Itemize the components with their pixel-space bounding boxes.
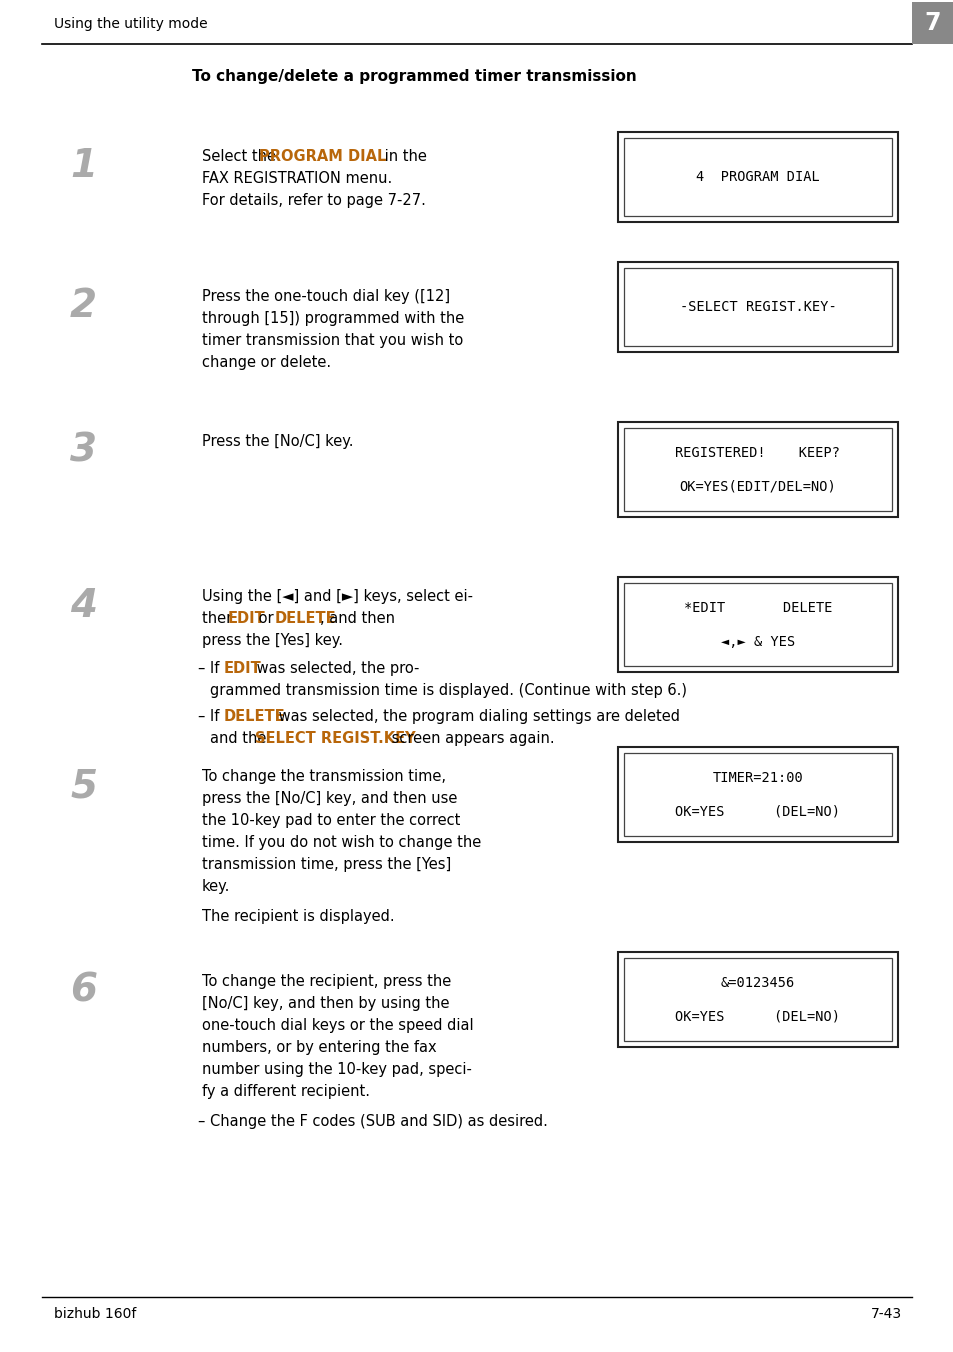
- Text: one-touch dial keys or the speed dial: one-touch dial keys or the speed dial: [202, 1018, 473, 1033]
- Text: TIMER=21:00: TIMER=21:00: [712, 772, 802, 786]
- Bar: [623, 268, 891, 346]
- Text: grammed transmission time is displayed. (Continue with step 6.): grammed transmission time is displayed. …: [210, 683, 686, 698]
- Text: 3: 3: [70, 433, 97, 470]
- Text: Select the: Select the: [202, 149, 280, 164]
- Text: -SELECT REGIST.KEY-: -SELECT REGIST.KEY-: [679, 300, 836, 314]
- Bar: [911, 1, 953, 45]
- Text: &=0123456: &=0123456: [720, 976, 794, 991]
- Text: and the: and the: [210, 731, 271, 746]
- Text: numbers, or by entering the fax: numbers, or by entering the fax: [202, 1040, 436, 1055]
- Bar: [618, 952, 897, 1046]
- Text: EDIT: EDIT: [228, 611, 266, 626]
- Bar: [623, 753, 891, 836]
- Text: timer transmission that you wish to: timer transmission that you wish to: [202, 333, 463, 347]
- Text: 6: 6: [70, 972, 97, 1010]
- Text: screen appears again.: screen appears again.: [387, 731, 554, 746]
- Text: number using the 10-key pad, speci-: number using the 10-key pad, speci-: [202, 1063, 472, 1078]
- Text: To change/delete a programmed timer transmission: To change/delete a programmed timer tran…: [192, 69, 636, 84]
- Text: 4  PROGRAM DIAL: 4 PROGRAM DIAL: [696, 170, 819, 184]
- Text: If: If: [210, 661, 224, 676]
- Bar: [623, 959, 891, 1041]
- Text: 5: 5: [70, 767, 97, 804]
- Text: through [15]) programmed with the: through [15]) programmed with the: [202, 311, 464, 326]
- Text: FAX REGISTRATION menu.: FAX REGISTRATION menu.: [202, 170, 392, 187]
- Text: REGISTERED!    KEEP?: REGISTERED! KEEP?: [675, 446, 840, 460]
- Bar: [618, 577, 897, 672]
- Text: 2: 2: [70, 287, 97, 324]
- Text: –: –: [196, 708, 204, 725]
- Text: The recipient is displayed.: The recipient is displayed.: [202, 909, 395, 923]
- Text: –: –: [196, 661, 204, 676]
- Bar: [618, 422, 897, 516]
- Text: 4: 4: [70, 587, 97, 625]
- Bar: [623, 138, 891, 216]
- Text: Using the utility mode: Using the utility mode: [54, 18, 208, 31]
- Text: change or delete.: change or delete.: [202, 356, 331, 370]
- Text: OK=YES      (DEL=NO): OK=YES (DEL=NO): [675, 804, 840, 818]
- Text: was selected, the program dialing settings are deleted: was selected, the program dialing settin…: [274, 708, 679, 725]
- Text: To change the transmission time,: To change the transmission time,: [202, 769, 446, 784]
- Text: , and then: , and then: [319, 611, 395, 626]
- Text: was selected, the pro-: was selected, the pro-: [252, 661, 419, 676]
- Text: OK=YES      (DEL=NO): OK=YES (DEL=NO): [675, 1010, 840, 1023]
- Text: time. If you do not wish to change the: time. If you do not wish to change the: [202, 836, 480, 850]
- Text: ◄,► & YES: ◄,► & YES: [720, 634, 794, 649]
- Text: press the [No/C] key, and then use: press the [No/C] key, and then use: [202, 791, 456, 806]
- Text: transmission time, press the [Yes]: transmission time, press the [Yes]: [202, 857, 451, 872]
- Text: key.: key.: [202, 879, 230, 894]
- Text: Change the F codes (SUB and SID) as desired.: Change the F codes (SUB and SID) as desi…: [210, 1114, 547, 1129]
- Bar: [618, 132, 897, 222]
- Text: *EDIT       DELETE: *EDIT DELETE: [683, 602, 831, 615]
- Text: fy a different recipient.: fy a different recipient.: [202, 1084, 370, 1099]
- Text: Using the [◄] and [►] keys, select ei-: Using the [◄] and [►] keys, select ei-: [202, 589, 473, 604]
- Text: ther: ther: [202, 611, 236, 626]
- Text: –: –: [196, 1114, 204, 1129]
- Text: 7-43: 7-43: [870, 1307, 901, 1321]
- Text: To change the recipient, press the: To change the recipient, press the: [202, 973, 451, 990]
- Text: If: If: [210, 708, 224, 725]
- Text: DELETE: DELETE: [224, 708, 285, 725]
- Text: the 10-key pad to enter the correct: the 10-key pad to enter the correct: [202, 813, 460, 827]
- Text: bizhub 160f: bizhub 160f: [54, 1307, 136, 1321]
- Bar: [618, 262, 897, 352]
- Text: press the [Yes] key.: press the [Yes] key.: [202, 633, 343, 648]
- Text: or: or: [253, 611, 278, 626]
- Text: SELECT REGIST.KEY: SELECT REGIST.KEY: [254, 731, 416, 746]
- Text: PROGRAM DIAL: PROGRAM DIAL: [258, 149, 386, 164]
- Text: 1: 1: [70, 147, 97, 185]
- Text: [No/C] key, and then by using the: [No/C] key, and then by using the: [202, 996, 449, 1011]
- Text: EDIT: EDIT: [224, 661, 261, 676]
- Text: Press the one-touch dial key ([12]: Press the one-touch dial key ([12]: [202, 289, 450, 304]
- Bar: [623, 583, 891, 667]
- Bar: [618, 748, 897, 842]
- Bar: [623, 429, 891, 511]
- Text: Press the [No/C] key.: Press the [No/C] key.: [202, 434, 354, 449]
- Text: OK=YES(EDIT/DEL=NO): OK=YES(EDIT/DEL=NO): [679, 480, 836, 493]
- Text: For details, refer to page 7-27.: For details, refer to page 7-27.: [202, 193, 425, 208]
- Text: 7: 7: [923, 11, 941, 35]
- Text: DELETE: DELETE: [274, 611, 336, 626]
- Text: in the: in the: [379, 149, 426, 164]
